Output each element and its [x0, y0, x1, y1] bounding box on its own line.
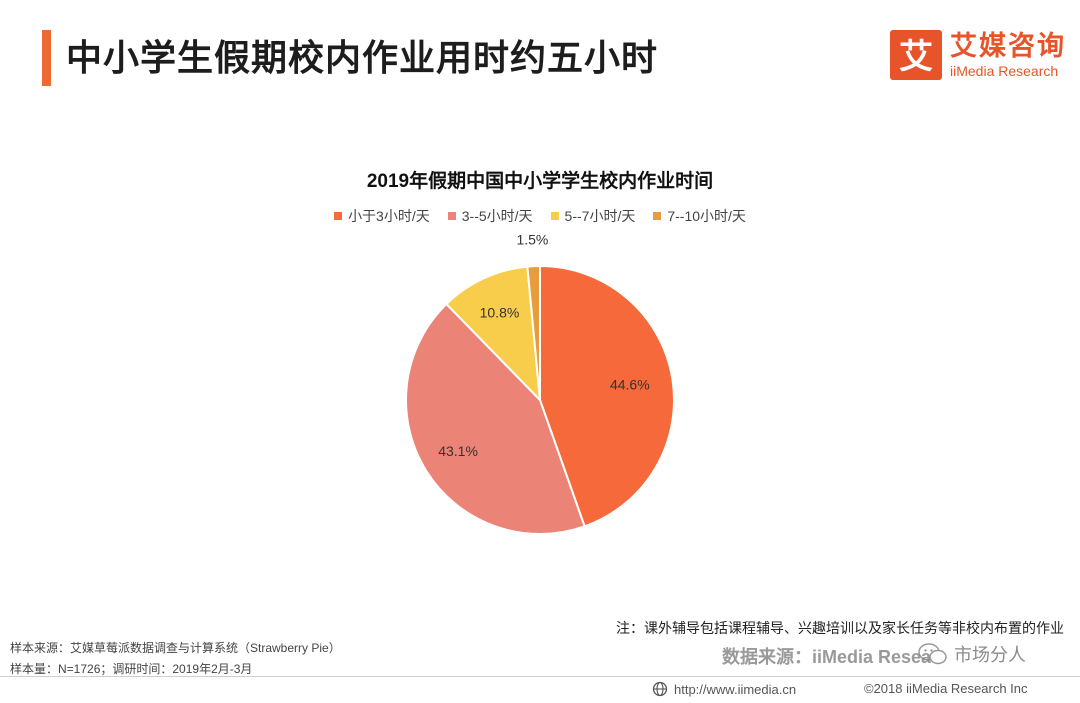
legend-label: 7--10小时/天 — [667, 208, 746, 224]
legend-item: 5--7小时/天 — [550, 206, 636, 226]
pie-slice — [445, 265, 542, 403]
legend-item: 3--5小时/天 — [447, 206, 533, 226]
sample-size: 样本量：N=1726；调研时间：2019年2月-3月 — [10, 662, 253, 676]
footnote: 注：课外辅导包括课程辅导、兴趣培训以及家长任务等非校内布置的作业 — [616, 620, 1064, 636]
legend-item: 小于3小时/天 — [334, 206, 430, 226]
pie-data-label: 1.5% — [516, 231, 548, 247]
chart-title: 2019年假期中国中小学学生校内作业时间 — [366, 171, 714, 192]
logo-mark-icon: 艾 — [890, 30, 942, 80]
footer-copyright: ©2018 iiMedia Research Inc — [864, 681, 1028, 696]
sample-source: 样本来源：艾媒草莓派数据调查与计算系统（Strawberry Pie） — [10, 641, 341, 655]
chart-legend: 小于3小时/天 3--5小时/天 5--7小时/天 7--10小时/天 — [0, 206, 1080, 226]
footer-url[interactable]: http://www.iimedia.cn — [652, 681, 796, 697]
pie-slice — [526, 264, 541, 401]
legend-label: 3--5小时/天 — [461, 208, 533, 224]
pie-chart: 44.6% 43.1% 10.8% 1.5% — [405, 231, 675, 535]
pie-slice — [539, 264, 675, 528]
pie-slice — [405, 302, 586, 535]
data-source: 数据来源：iiMedia Resea — [722, 647, 932, 667]
legend-swatch — [334, 212, 343, 220]
legend-label: 5--7小时/天 — [564, 208, 636, 224]
legend-swatch — [653, 212, 662, 220]
legend-label: 小于3小时/天 — [348, 208, 430, 224]
title-accent-bar — [42, 30, 51, 86]
pie-data-label: 44.6% — [610, 377, 650, 393]
page-title: 中小学生假期校内作业用时约五小时 — [66, 37, 659, 78]
wechat-watermark: 市场分人 — [918, 641, 1026, 667]
legend-swatch — [550, 212, 559, 220]
watermark-text: 市场分人 — [954, 645, 1026, 665]
logo-name-cn: 艾媒咨询 — [950, 31, 1066, 61]
footer-divider — [0, 676, 1080, 677]
legend-swatch — [447, 212, 456, 220]
logo-mark-glyph: 艾 — [899, 37, 933, 77]
legend-item: 7--10小时/天 — [653, 206, 746, 226]
brand-logo: 艾 艾媒咨询 iiMedia Research — [890, 30, 1070, 82]
pie-data-label: 10.8% — [480, 304, 520, 320]
globe-icon — [652, 681, 668, 697]
logo-name-en: iiMedia Research — [950, 63, 1059, 79]
wechat-icon — [918, 643, 947, 665]
footer-url-text: http://www.iimedia.cn — [674, 681, 797, 697]
pie-data-label: 43.1% — [438, 443, 478, 459]
